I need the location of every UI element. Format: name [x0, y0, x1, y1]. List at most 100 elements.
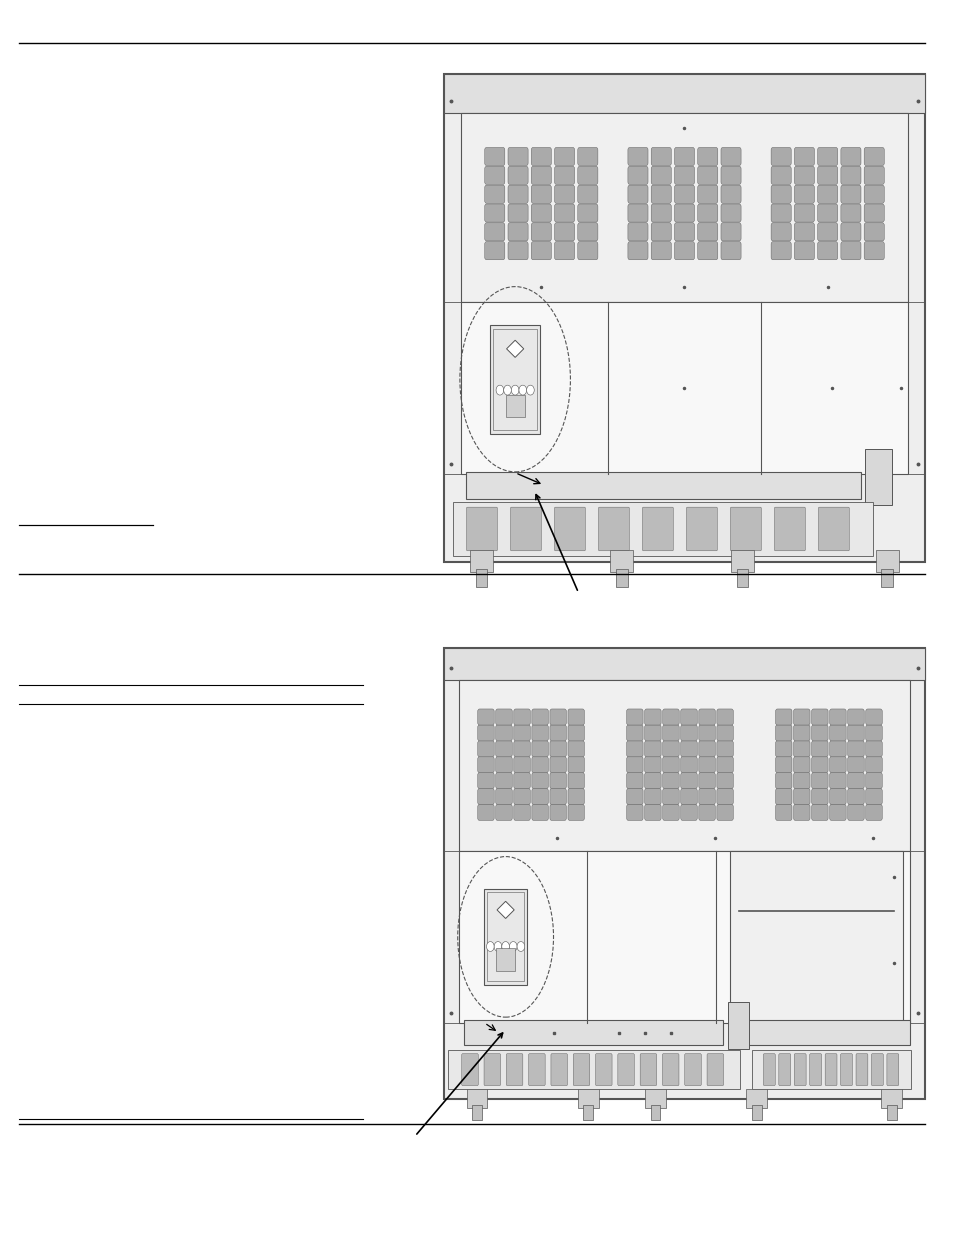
FancyBboxPatch shape — [644, 804, 660, 820]
Circle shape — [496, 385, 503, 395]
FancyBboxPatch shape — [794, 167, 814, 184]
Circle shape — [517, 941, 524, 951]
FancyBboxPatch shape — [627, 242, 647, 259]
FancyBboxPatch shape — [627, 185, 647, 204]
FancyBboxPatch shape — [775, 725, 791, 741]
FancyBboxPatch shape — [514, 709, 530, 725]
FancyBboxPatch shape — [578, 185, 598, 204]
FancyBboxPatch shape — [863, 147, 883, 165]
FancyBboxPatch shape — [847, 725, 863, 741]
FancyBboxPatch shape — [716, 757, 733, 773]
FancyBboxPatch shape — [567, 725, 584, 741]
FancyBboxPatch shape — [573, 1053, 589, 1086]
FancyBboxPatch shape — [811, 741, 827, 757]
FancyBboxPatch shape — [567, 741, 584, 757]
FancyBboxPatch shape — [863, 167, 883, 184]
FancyBboxPatch shape — [770, 204, 790, 222]
FancyBboxPatch shape — [567, 709, 584, 725]
FancyBboxPatch shape — [496, 757, 512, 773]
Polygon shape — [497, 902, 514, 919]
FancyBboxPatch shape — [847, 709, 863, 725]
FancyBboxPatch shape — [770, 185, 790, 204]
FancyBboxPatch shape — [840, 242, 861, 259]
FancyBboxPatch shape — [627, 204, 647, 222]
FancyBboxPatch shape — [549, 709, 566, 725]
FancyBboxPatch shape — [684, 1053, 700, 1086]
FancyBboxPatch shape — [532, 804, 548, 820]
FancyBboxPatch shape — [817, 147, 837, 165]
FancyBboxPatch shape — [514, 725, 530, 741]
FancyBboxPatch shape — [870, 1053, 882, 1086]
FancyBboxPatch shape — [598, 508, 629, 551]
FancyBboxPatch shape — [595, 1053, 612, 1086]
FancyBboxPatch shape — [626, 773, 642, 789]
Bar — [727, 1002, 748, 1049]
FancyBboxPatch shape — [818, 508, 848, 551]
FancyBboxPatch shape — [578, 204, 598, 222]
FancyBboxPatch shape — [477, 741, 494, 757]
Bar — [730, 550, 753, 572]
FancyBboxPatch shape — [641, 508, 673, 551]
FancyBboxPatch shape — [532, 773, 548, 789]
Bar — [881, 1089, 902, 1108]
FancyBboxPatch shape — [674, 167, 694, 184]
FancyBboxPatch shape — [674, 147, 694, 165]
FancyBboxPatch shape — [716, 788, 733, 804]
FancyBboxPatch shape — [567, 757, 584, 773]
FancyBboxPatch shape — [697, 242, 717, 259]
Bar — [490, 325, 539, 433]
FancyBboxPatch shape — [855, 1053, 867, 1086]
FancyBboxPatch shape — [514, 773, 530, 789]
FancyBboxPatch shape — [829, 741, 845, 757]
FancyBboxPatch shape — [863, 242, 883, 259]
FancyBboxPatch shape — [697, 147, 717, 165]
FancyBboxPatch shape — [532, 757, 548, 773]
FancyBboxPatch shape — [847, 773, 863, 789]
Bar — [583, 1105, 592, 1120]
FancyBboxPatch shape — [554, 204, 574, 222]
FancyBboxPatch shape — [674, 204, 694, 222]
FancyBboxPatch shape — [762, 1053, 775, 1086]
FancyBboxPatch shape — [720, 222, 740, 241]
FancyBboxPatch shape — [793, 804, 809, 820]
FancyBboxPatch shape — [847, 757, 863, 773]
FancyBboxPatch shape — [484, 185, 504, 204]
FancyBboxPatch shape — [699, 709, 715, 725]
FancyBboxPatch shape — [793, 757, 809, 773]
FancyBboxPatch shape — [697, 204, 717, 222]
FancyBboxPatch shape — [840, 147, 861, 165]
FancyBboxPatch shape — [644, 788, 660, 804]
Bar — [650, 1105, 659, 1120]
FancyBboxPatch shape — [507, 204, 528, 222]
FancyBboxPatch shape — [680, 725, 697, 741]
FancyBboxPatch shape — [794, 1053, 805, 1086]
FancyBboxPatch shape — [793, 788, 809, 804]
FancyBboxPatch shape — [778, 1053, 790, 1086]
Circle shape — [511, 385, 518, 395]
FancyBboxPatch shape — [477, 804, 494, 820]
FancyBboxPatch shape — [662, 709, 679, 725]
Polygon shape — [506, 340, 523, 357]
Bar — [460, 301, 475, 320]
FancyBboxPatch shape — [794, 147, 814, 165]
FancyBboxPatch shape — [697, 185, 717, 204]
FancyBboxPatch shape — [639, 1053, 656, 1086]
FancyBboxPatch shape — [793, 709, 809, 725]
FancyBboxPatch shape — [720, 167, 740, 184]
FancyBboxPatch shape — [716, 725, 733, 741]
Bar — [493, 329, 537, 430]
FancyBboxPatch shape — [674, 222, 694, 241]
FancyBboxPatch shape — [507, 185, 528, 204]
FancyBboxPatch shape — [817, 204, 837, 222]
FancyBboxPatch shape — [674, 185, 694, 204]
Bar — [745, 1089, 766, 1108]
FancyBboxPatch shape — [461, 1053, 477, 1086]
FancyBboxPatch shape — [484, 167, 504, 184]
FancyBboxPatch shape — [829, 757, 845, 773]
Bar — [745, 1020, 909, 1045]
FancyBboxPatch shape — [484, 204, 504, 222]
FancyBboxPatch shape — [775, 741, 791, 757]
FancyBboxPatch shape — [578, 242, 598, 259]
FancyBboxPatch shape — [775, 804, 791, 820]
FancyBboxPatch shape — [847, 741, 863, 757]
